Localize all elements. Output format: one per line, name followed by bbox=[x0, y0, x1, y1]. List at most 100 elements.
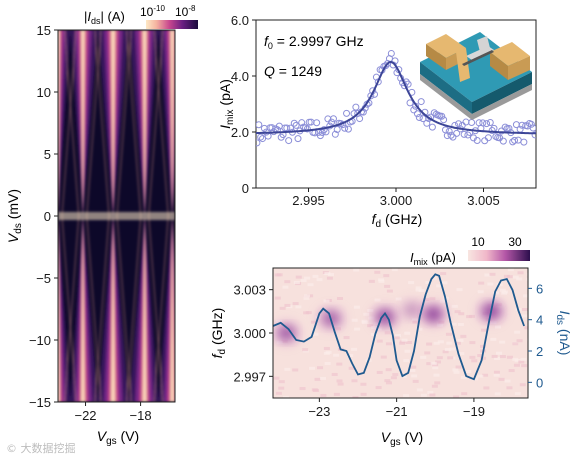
noise-speckle bbox=[354, 327, 361, 331]
noise-speckle bbox=[499, 288, 506, 292]
noise-speckle bbox=[461, 392, 468, 396]
noise-speckle bbox=[457, 339, 464, 343]
data-point bbox=[453, 129, 461, 137]
noise-speckle bbox=[348, 366, 355, 370]
left-ytick-label: −5 bbox=[36, 271, 51, 286]
noise-speckle bbox=[436, 356, 443, 360]
noise-speckle bbox=[487, 282, 494, 286]
excited-state-line bbox=[126, 30, 142, 217]
noise-speckle bbox=[395, 334, 402, 338]
noise-speckle bbox=[518, 360, 525, 364]
tr-xtick-label: 2.995 bbox=[292, 193, 325, 208]
noise-speckle bbox=[489, 272, 496, 276]
tr-yaxis-ticks: 6.0 4.0 2.0 0 bbox=[231, 13, 256, 196]
noise-speckle bbox=[430, 361, 437, 365]
noise-speckle bbox=[420, 393, 427, 397]
noise-speckle bbox=[378, 279, 385, 283]
noise-speckle bbox=[336, 362, 343, 366]
noise-speckle bbox=[400, 374, 407, 378]
left-yaxis-ticks: 15 10 5 0 −5 −10 −15 bbox=[29, 23, 58, 410]
diamond-wedge-upper bbox=[111, 30, 115, 216]
br-colorbar-tick-30: 30 bbox=[508, 235, 522, 249]
noise-speckle bbox=[406, 340, 413, 344]
noise-speckle bbox=[375, 327, 382, 331]
noise-speckle bbox=[360, 382, 367, 386]
noise-speckle bbox=[514, 330, 521, 334]
data-point bbox=[430, 109, 438, 117]
noise-speckle bbox=[477, 374, 484, 378]
noise-speckle bbox=[292, 368, 299, 372]
noise-speckle bbox=[376, 339, 383, 343]
br-left-yaxis-ticks: 3.003 3.000 2.997 bbox=[233, 283, 273, 384]
noise-speckle bbox=[426, 362, 433, 366]
noise-speckle bbox=[409, 368, 416, 372]
noise-speckle bbox=[390, 376, 397, 380]
noise-speckle bbox=[385, 342, 392, 346]
noise-speckle bbox=[519, 383, 526, 387]
noise-speckle bbox=[412, 379, 419, 383]
noise-speckle bbox=[520, 357, 527, 361]
left-ytick-label: 10 bbox=[37, 85, 51, 100]
data-point bbox=[352, 103, 360, 111]
noise-speckle bbox=[506, 386, 513, 390]
noise-speckle bbox=[384, 331, 391, 335]
noise-speckle bbox=[453, 395, 460, 398]
left-ytick-label: −15 bbox=[29, 395, 51, 410]
noise-speckle bbox=[324, 272, 331, 276]
data-point bbox=[473, 136, 481, 144]
noise-speckle bbox=[431, 384, 438, 388]
excited-state-line bbox=[94, 215, 110, 402]
data-point bbox=[445, 127, 453, 135]
diamond-wedge-upper bbox=[171, 30, 174, 216]
excited-state-line bbox=[153, 215, 169, 402]
noise-speckle bbox=[391, 268, 398, 272]
noise-speckle bbox=[273, 376, 280, 380]
data-point bbox=[257, 133, 265, 141]
data-point bbox=[256, 121, 263, 129]
noise-speckle bbox=[370, 332, 377, 336]
data-point bbox=[483, 120, 491, 128]
left-ytick-label: −10 bbox=[29, 333, 51, 348]
noise-speckle bbox=[431, 276, 438, 280]
noise-speckle bbox=[386, 289, 393, 293]
noise-speckle bbox=[385, 368, 392, 372]
noise-speckle bbox=[521, 308, 528, 312]
noise-speckle bbox=[441, 281, 448, 285]
noise-speckle bbox=[403, 394, 410, 398]
noise-speckle bbox=[447, 356, 454, 360]
left-xtick-label: −22 bbox=[74, 408, 96, 423]
noise-speckle bbox=[521, 364, 528, 368]
br-xlabel: Vgs (V) bbox=[381, 429, 423, 448]
left-xaxis-ticks: −22 −18 bbox=[74, 402, 152, 423]
noise-speckle bbox=[433, 373, 440, 377]
noise-speckle bbox=[316, 278, 323, 282]
br-xaxis-ticks: −23 −21 −19 bbox=[308, 398, 485, 419]
noise-speckle bbox=[523, 294, 528, 298]
left-colorbar-tick-low: 10-10 bbox=[140, 4, 165, 19]
noise-speckle bbox=[303, 311, 310, 315]
excited-state-line bbox=[176, 30, 190, 216]
noise-speckle bbox=[404, 331, 411, 335]
noise-speckle bbox=[437, 340, 444, 344]
noise-speckle bbox=[432, 366, 439, 370]
data-point bbox=[331, 130, 339, 138]
noise-speckle bbox=[471, 359, 478, 363]
noise-speckle bbox=[399, 341, 406, 345]
noise-speckle bbox=[432, 363, 439, 367]
noise-speckle bbox=[429, 393, 436, 397]
noise-speckle bbox=[436, 323, 443, 327]
watermark-text: © 大数据挖掘 bbox=[6, 442, 76, 455]
left-ytick-label: 5 bbox=[44, 147, 51, 162]
noise-speckle bbox=[337, 382, 344, 386]
noise-speckle bbox=[512, 357, 519, 361]
noise-speckle bbox=[480, 344, 487, 348]
noise-speckle bbox=[292, 302, 299, 306]
noise-speckle bbox=[469, 355, 476, 359]
noise-speckle bbox=[360, 392, 367, 396]
noise-speckle bbox=[490, 337, 497, 341]
br-ylabel-left: fd (GHz) bbox=[209, 308, 228, 359]
br-y2tick-label: 0 bbox=[536, 375, 543, 390]
tr-xaxis-ticks: 2.995 3.000 3.005 bbox=[292, 188, 500, 208]
